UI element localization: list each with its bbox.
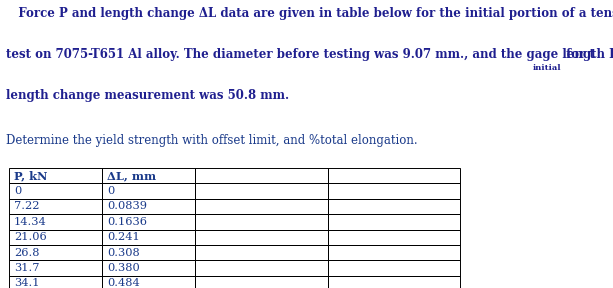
Text: 7.22: 7.22 [14,201,39,211]
Text: 0.380: 0.380 [107,263,140,273]
Text: 0.484: 0.484 [107,278,140,288]
Text: 26.8: 26.8 [14,248,39,257]
Text: for t: for t [562,48,595,61]
Text: Determine the yield strength with offset limit, and %total elongation.: Determine the yield strength with offset… [6,134,417,147]
Text: 34.1: 34.1 [14,278,39,288]
Text: 14.34: 14.34 [14,217,47,227]
Text: length change measurement was 50.8 mm.: length change measurement was 50.8 mm. [6,89,289,102]
Text: 0: 0 [14,186,21,196]
Text: 0: 0 [107,186,114,196]
Text: Force P and length change ΔL data are given in table below for the initial porti: Force P and length change ΔL data are gi… [6,7,613,20]
Text: 0.308: 0.308 [107,248,140,257]
Text: 31.7: 31.7 [14,263,39,273]
Text: ΔL, mm: ΔL, mm [107,170,156,181]
Text: 21.06: 21.06 [14,232,47,242]
Text: 0.1636: 0.1636 [107,217,147,227]
Text: P, kN: P, kN [14,170,47,181]
Text: 0.0839: 0.0839 [107,201,147,211]
Text: 0.241: 0.241 [107,232,140,242]
Text: test on 7075-T651 Al alloy. The diameter before testing was 9.07 mm., and the ga: test on 7075-T651 Al alloy. The diameter… [6,48,613,61]
Text: initial: initial [532,64,561,71]
